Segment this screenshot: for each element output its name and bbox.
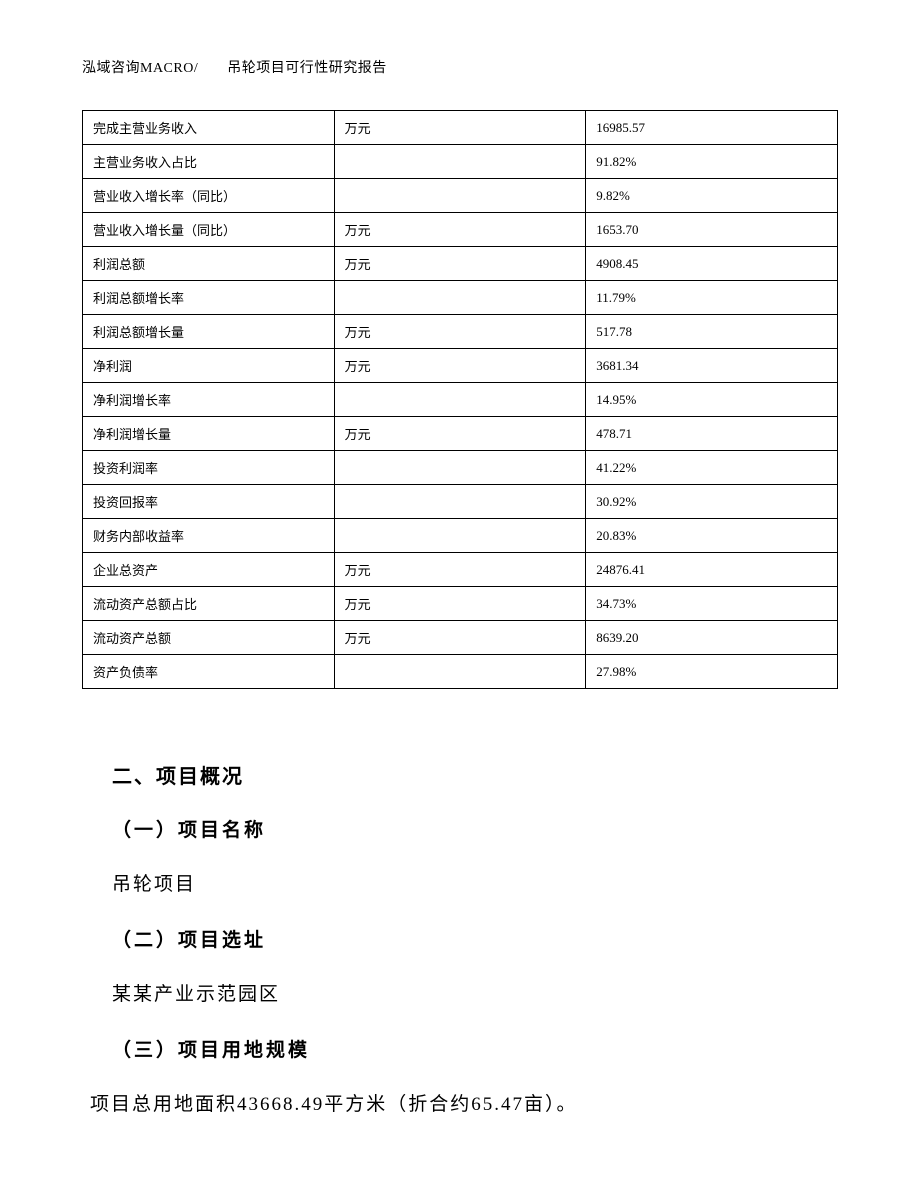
table-cell-label: 财务内部收益率 <box>83 519 335 553</box>
subsection-heading-project-location: （二）项目选址 <box>112 925 812 952</box>
subsection-heading-project-name: （一）项目名称 <box>112 815 812 842</box>
table-row: 利润总额增长量万元517.78 <box>83 315 838 349</box>
table-row: 净利润增长量万元478.71 <box>83 417 838 451</box>
table-row: 完成主营业务收入万元16985.57 <box>83 111 838 145</box>
table-cell-unit: 万元 <box>334 587 586 621</box>
table-cell-value: 16985.57 <box>586 111 838 145</box>
table-cell-value: 1653.70 <box>586 213 838 247</box>
table-row: 利润总额万元4908.45 <box>83 247 838 281</box>
table-row: 投资利润率 41.22% <box>83 451 838 485</box>
table-row: 营业收入增长量（同比）万元1653.70 <box>83 213 838 247</box>
table-cell-label: 主营业务收入占比 <box>83 145 335 179</box>
table-cell-value: 478.71 <box>586 417 838 451</box>
table-cell-unit <box>334 281 586 315</box>
table-cell-label: 企业总资产 <box>83 553 335 587</box>
financial-data-table: 完成主营业务收入万元16985.57主营业务收入占比91.82%营业收入增长率（… <box>82 110 838 689</box>
table-cell-label: 投资利润率 <box>83 451 335 485</box>
table-cell-unit: 万元 <box>334 553 586 587</box>
table-cell-label: 流动资产总额占比 <box>83 587 335 621</box>
table-row: 流动资产总额万元8639.20 <box>83 621 838 655</box>
table-cell-unit <box>334 655 586 689</box>
page-header: 泓域咨询MACRO/ 吊轮项目可行性研究报告 <box>82 57 387 77</box>
table-cell-label: 净利润增长量 <box>83 417 335 451</box>
table-row: 财务内部收益率 20.83% <box>83 519 838 553</box>
table-cell-unit <box>334 179 586 213</box>
table-row: 营业收入增长率（同比） 9.82% <box>83 179 838 213</box>
table-cell-unit <box>334 145 586 179</box>
table-cell-label: 投资回报率 <box>83 485 335 519</box>
table-cell-label: 资产负债率 <box>83 655 335 689</box>
section-heading-overview: 二、项目概况 <box>112 760 812 789</box>
table-cell-unit: 万元 <box>334 247 586 281</box>
table-cell-label: 利润总额增长率 <box>83 281 335 315</box>
table-cell-value: 34.73% <box>586 587 838 621</box>
table-row: 净利润万元3681.34 <box>83 349 838 383</box>
table-cell-value: 9.82% <box>586 179 838 213</box>
table-cell-label: 完成主营业务收入 <box>83 111 335 145</box>
table-cell-value: 30.92% <box>586 485 838 519</box>
table-cell-value: 517.78 <box>586 315 838 349</box>
table-row: 资产负债率 27.98% <box>83 655 838 689</box>
table-cell-unit: 万元 <box>334 621 586 655</box>
table-row: 投资回报率 30.92% <box>83 485 838 519</box>
table-row: 流动资产总额占比万元34.73% <box>83 587 838 621</box>
table-cell-value: 91.82% <box>586 145 838 179</box>
project-location-text: 某某产业示范园区 <box>112 980 812 1010</box>
table-cell-unit: 万元 <box>334 111 586 145</box>
table-cell-label: 利润总额 <box>83 247 335 281</box>
table-cell-value: 4908.45 <box>586 247 838 281</box>
table-cell-unit <box>334 383 586 417</box>
land-scale-text: 项目总用地面积43668.49平方米（折合约65.47亩）。 <box>52 1090 812 1120</box>
table-cell-value: 11.79% <box>586 281 838 315</box>
table-cell-value: 24876.41 <box>586 553 838 587</box>
table-row: 利润总额增长率 11.79% <box>83 281 838 315</box>
table-cell-unit <box>334 451 586 485</box>
table-cell-unit <box>334 485 586 519</box>
table-cell-value: 27.98% <box>586 655 838 689</box>
table-cell-label: 净利润 <box>83 349 335 383</box>
table-cell-label: 净利润增长率 <box>83 383 335 417</box>
table-cell-label: 营业收入增长率（同比） <box>83 179 335 213</box>
table-row: 主营业务收入占比 91.82% <box>83 145 838 179</box>
table-row: 企业总资产万元24876.41 <box>83 553 838 587</box>
table-cell-unit: 万元 <box>334 349 586 383</box>
table-cell-unit: 万元 <box>334 315 586 349</box>
table-cell-value: 3681.34 <box>586 349 838 383</box>
table-row: 净利润增长率 14.95% <box>83 383 838 417</box>
table-cell-value: 8639.20 <box>586 621 838 655</box>
table-cell-unit: 万元 <box>334 417 586 451</box>
table-cell-label: 营业收入增长量（同比） <box>83 213 335 247</box>
table-cell-unit: 万元 <box>334 213 586 247</box>
table-cell-value: 14.95% <box>586 383 838 417</box>
table-cell-value: 20.83% <box>586 519 838 553</box>
project-name-text: 吊轮项目 <box>112 870 812 900</box>
table-cell-label: 利润总额增长量 <box>83 315 335 349</box>
table-cell-unit <box>334 519 586 553</box>
table-cell-value: 41.22% <box>586 451 838 485</box>
subsection-heading-land-scale: （三）项目用地规模 <box>112 1035 812 1062</box>
table-cell-label: 流动资产总额 <box>83 621 335 655</box>
